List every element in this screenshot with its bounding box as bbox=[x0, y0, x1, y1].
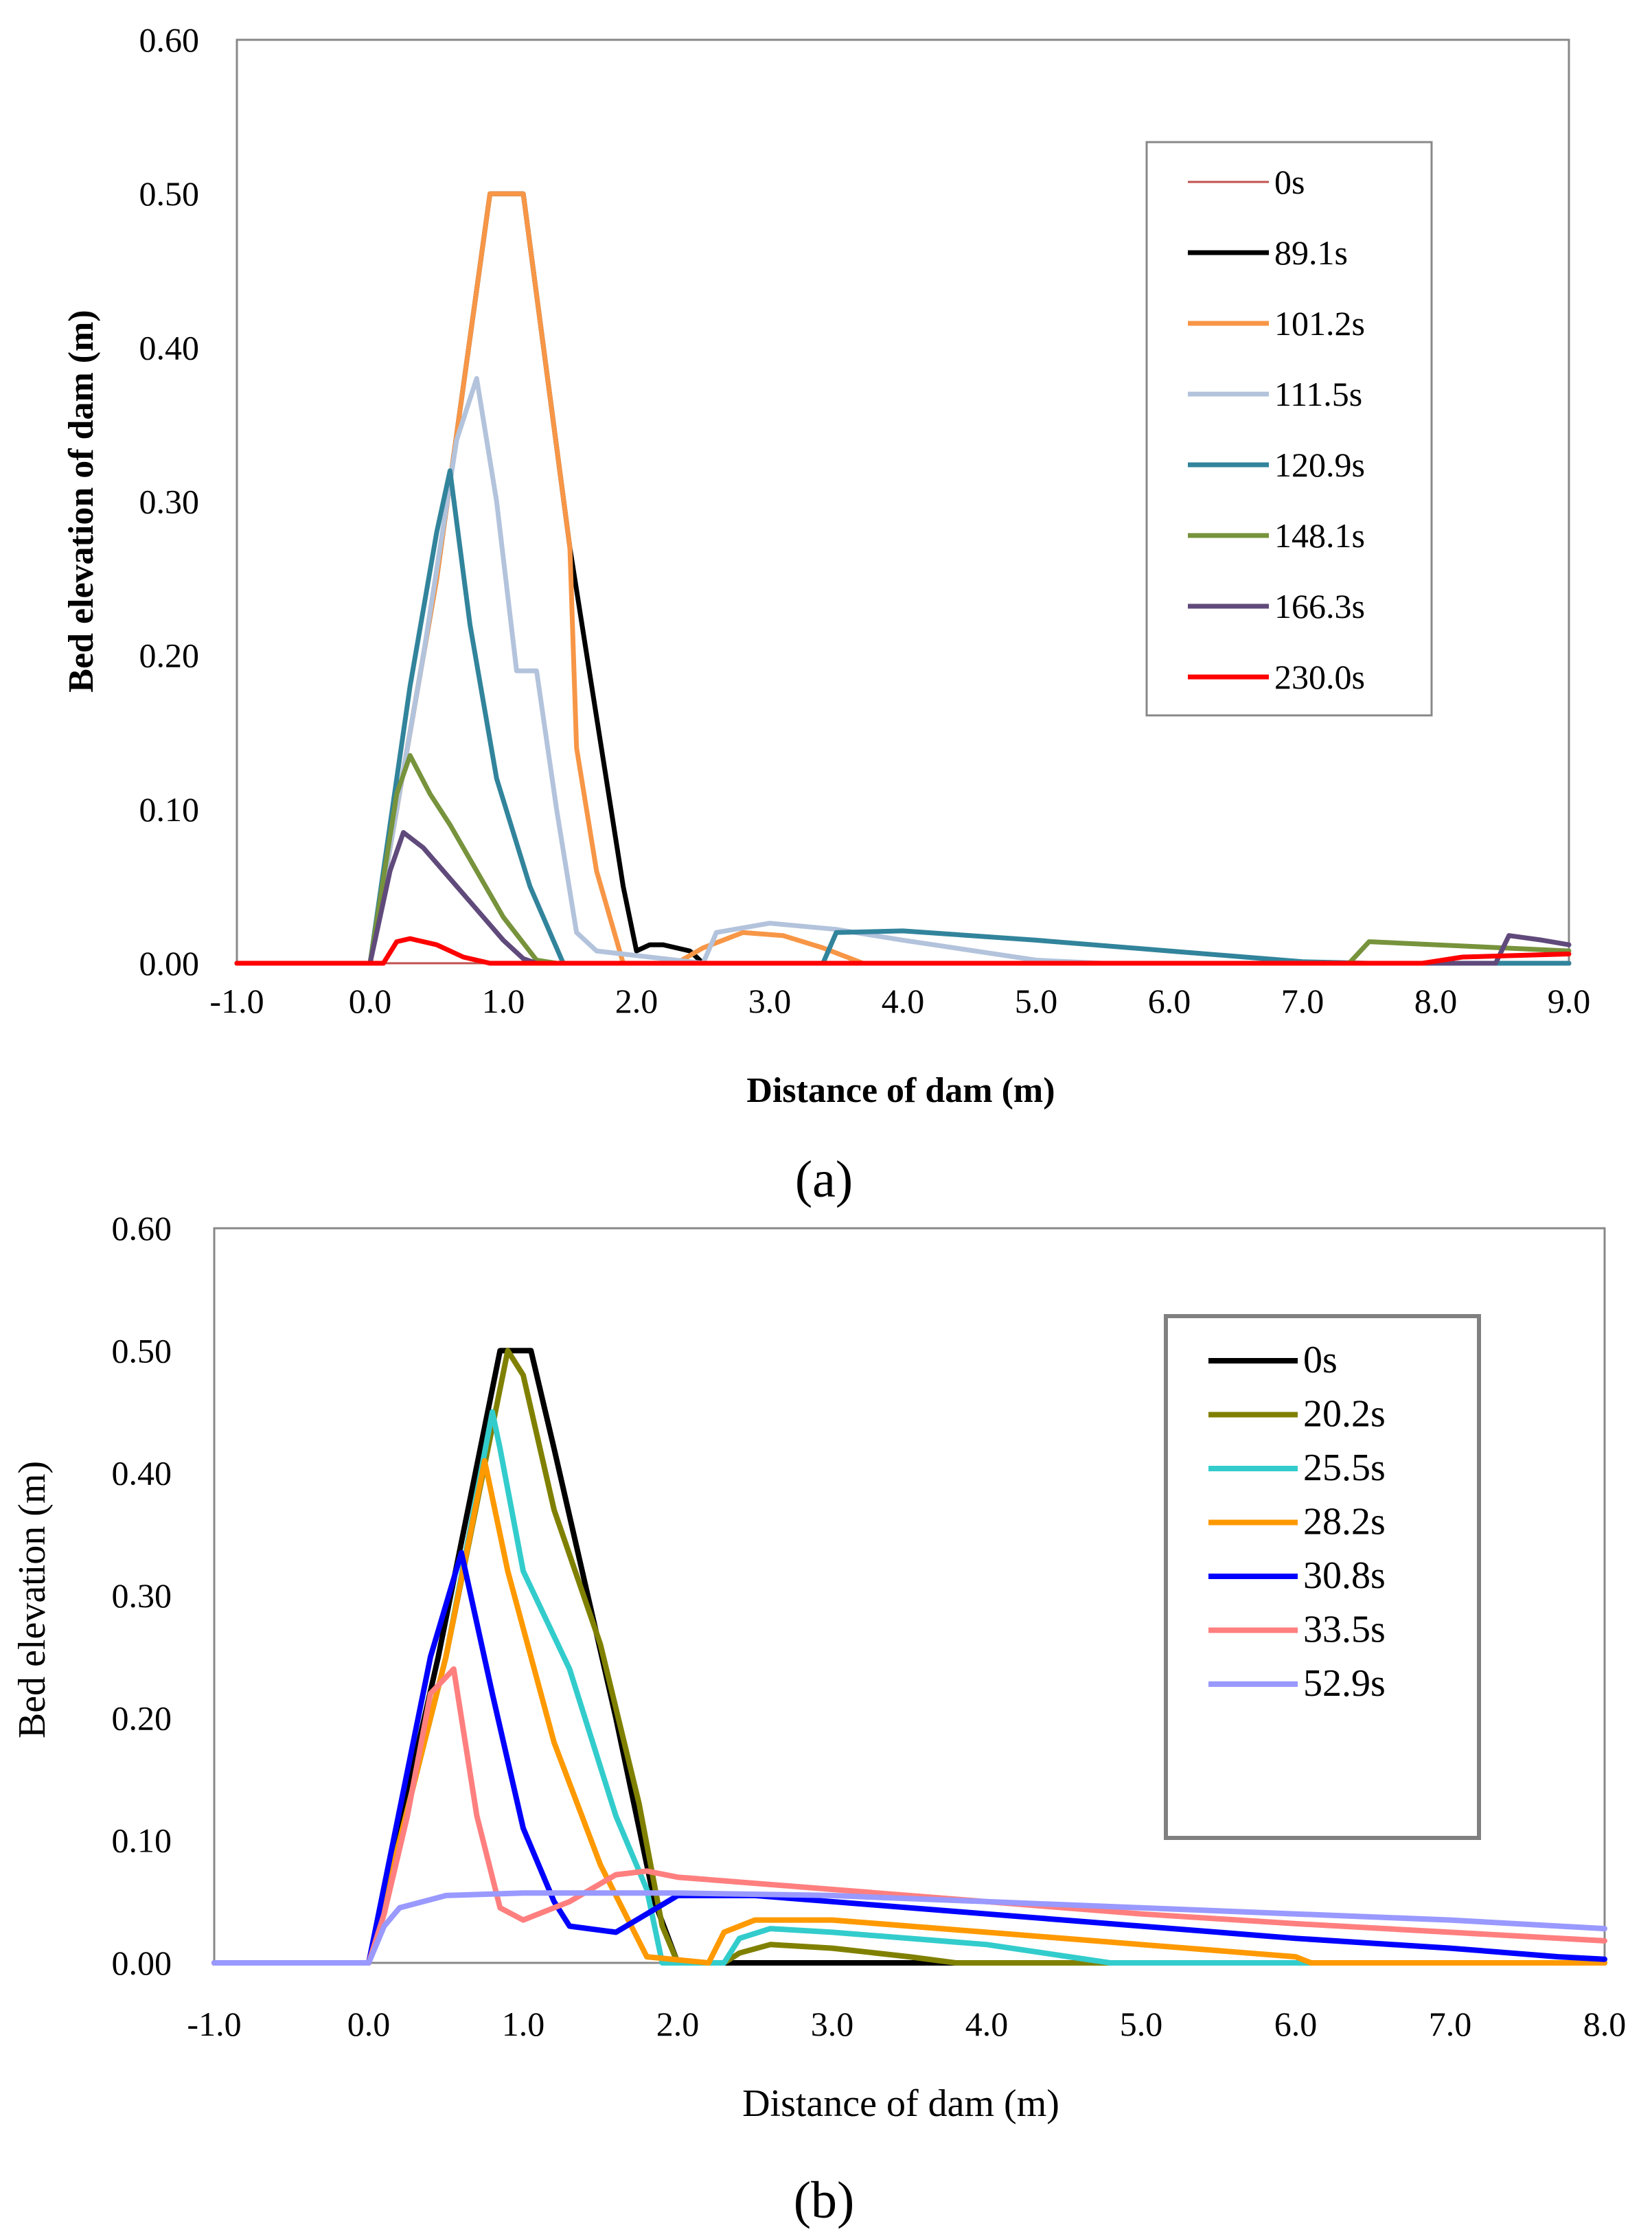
legend-label: 89.1s bbox=[1274, 233, 1348, 272]
series-lines bbox=[234, 191, 1572, 966]
x-tick-label: -1.0 bbox=[187, 2005, 241, 2043]
legend-label: 25.5s bbox=[1303, 1447, 1386, 1489]
legend-label: 30.8s bbox=[1303, 1554, 1386, 1597]
y-tick-label: 0.10 bbox=[112, 1821, 172, 1860]
x-tick-label: 0.0 bbox=[347, 2005, 391, 2043]
legend-label: 52.9s bbox=[1303, 1662, 1386, 1705]
legend-label: 0s bbox=[1274, 163, 1305, 201]
legend-box bbox=[1145, 141, 1433, 717]
legend-label: 33.5s bbox=[1303, 1609, 1386, 1651]
legend-label: 120.9s bbox=[1274, 446, 1365, 484]
panel-label-a: (a) bbox=[795, 1151, 853, 1208]
y-tick-label: 0.30 bbox=[112, 1576, 172, 1615]
legend-label: 148.1s bbox=[1274, 516, 1365, 555]
x-tick-label: 1.0 bbox=[482, 982, 525, 1020]
series-line-30.8s bbox=[211, 1550, 1607, 1966]
legend-label: 101.2s bbox=[1274, 304, 1365, 343]
series-line-28.2s bbox=[211, 1458, 1607, 1966]
series-line-230.0s bbox=[234, 936, 1572, 966]
chart-panel-b: 0.00 0.10 0.20 0.30 0.40 0.50 0.60 -1.0 0.0 1.0 2… bbox=[11, 1209, 1626, 2229]
legend-label: 166.3s bbox=[1274, 587, 1365, 625]
series-line-148.1s bbox=[234, 752, 1572, 966]
y-tick-labels: 0.00 0.10 0.20 0.30 0.40 0.50 0.60 bbox=[139, 21, 200, 982]
chart-panel-a: 0.00 0.10 0.20 0.30 0.40 0.50 0.60 -1.0 0.0 1.0 2… bbox=[62, 21, 1590, 1208]
y-tick-label: 0.60 bbox=[112, 1209, 172, 1247]
x-tick-label: 8.0 bbox=[1414, 982, 1458, 1020]
x-tick-labels: -1.0 0.0 1.0 2.0 3.0 4.0 5.0 6.0 7.0 8.0 9.0 bbox=[209, 982, 1590, 1020]
y-tick-label: 0.00 bbox=[139, 944, 200, 982]
x-tick-label: 5.0 bbox=[1120, 2005, 1163, 2043]
x-tick-label: 0.0 bbox=[349, 982, 392, 1020]
legend-label: 28.2s bbox=[1303, 1501, 1386, 1543]
y-tick-label: 0.40 bbox=[112, 1454, 172, 1493]
x-tick-label: -1.0 bbox=[209, 982, 264, 1020]
y-tick-labels: 0.00 0.10 0.20 0.30 0.40 0.50 0.60 bbox=[112, 1209, 172, 1982]
x-tick-label: 1.0 bbox=[502, 2005, 545, 2043]
x-tick-label: 4.0 bbox=[882, 982, 925, 1020]
y-axis-title: Bed elevation (m) bbox=[11, 1461, 54, 1738]
x-tick-label: 5.0 bbox=[1015, 982, 1058, 1020]
x-axis-title: Distance of dam (m) bbox=[742, 2082, 1059, 2125]
y-tick-label: 0.60 bbox=[139, 21, 200, 59]
legend-label: 20.2s bbox=[1303, 1393, 1386, 1436]
y-tick-label: 0.50 bbox=[112, 1331, 172, 1370]
y-tick-label: 0.20 bbox=[112, 1699, 172, 1737]
legend-label: 230.0s bbox=[1274, 658, 1365, 696]
x-tick-label: 6.0 bbox=[1274, 2005, 1318, 2043]
y-axis-title: Bed elevation of dam (m) bbox=[62, 310, 101, 692]
legend: 0s 20.2s 25.5s 28.2s 30.8s 33.5s 52.9s bbox=[1164, 1314, 1481, 1840]
legend-label: 0s bbox=[1303, 1339, 1338, 1381]
series-line-111.5s bbox=[234, 376, 1572, 966]
x-tick-labels: -1.0 0.0 1.0 2.0 3.0 4.0 5.0 6.0 7.0 8.0 bbox=[187, 2005, 1626, 2043]
y-tick-label: 0.10 bbox=[139, 790, 200, 829]
x-tick-label: 7.0 bbox=[1281, 982, 1324, 1020]
series-line-166.3s bbox=[234, 830, 1572, 966]
x-tick-label: 8.0 bbox=[1583, 2005, 1627, 2043]
x-tick-label: 3.0 bbox=[811, 2005, 854, 2043]
x-tick-label: 7.0 bbox=[1429, 2005, 1472, 2043]
series-line-52.9s bbox=[211, 1890, 1607, 1966]
legend: 0s 89.1s 101.2s 111.5s 120.9s 148.1s 166.3s 230… bbox=[1145, 141, 1433, 717]
x-tick-label: 3.0 bbox=[748, 982, 792, 1020]
y-tick-label: 0.00 bbox=[112, 1944, 172, 1982]
legend-label: 111.5s bbox=[1274, 375, 1362, 413]
x-tick-label: 2.0 bbox=[615, 982, 658, 1020]
x-tick-label: 4.0 bbox=[965, 2005, 1009, 2043]
panel-label-b: (b) bbox=[794, 2172, 855, 2229]
y-tick-label: 0.20 bbox=[139, 636, 200, 675]
y-tick-label: 0.30 bbox=[139, 483, 200, 521]
y-tick-label: 0.50 bbox=[139, 174, 200, 213]
x-tick-label: 6.0 bbox=[1148, 982, 1191, 1020]
x-axis-title: Distance of dam (m) bbox=[746, 1071, 1055, 1110]
y-tick-label: 0.40 bbox=[139, 328, 200, 367]
series-line-33.5s bbox=[211, 1666, 1607, 1966]
series-lines bbox=[211, 1348, 1607, 1966]
x-tick-label: 9.0 bbox=[1548, 982, 1591, 1020]
x-tick-label: 2.0 bbox=[656, 2005, 700, 2043]
